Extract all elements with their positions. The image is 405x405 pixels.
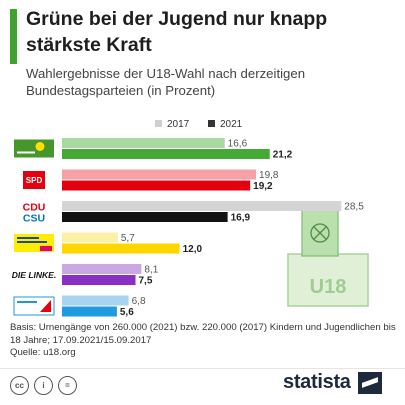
bar-2021-5: [62, 306, 117, 317]
spd-logo-icon: [23, 171, 45, 189]
greens-logo-icon: [14, 139, 54, 158]
value-label-2021-4: 7,5: [139, 276, 153, 287]
bar-2021-0: [62, 149, 270, 159]
footnote-source: Quelle: u18.org: [10, 347, 76, 359]
statista-wordmark: statista: [283, 371, 351, 393]
chart-title: Grüne bei der Jugend nur knapp stärkste …: [26, 8, 328, 56]
value-label-2017-3: 5,7: [121, 233, 135, 244]
bar-2017-0: [62, 138, 225, 148]
attribution-icon[interactable]: i: [34, 376, 53, 395]
statista-logo-icon: [357, 371, 382, 394]
bar-2017-4: [62, 264, 142, 274]
footnote: Basis: Urnengänge von 260.000 (2021) bzw…: [10, 322, 400, 360]
value-label-2021-2: 16,9: [231, 213, 251, 224]
fdp-logo-badge-icon: [40, 246, 52, 251]
footnote-basis: Basis: Urnengänge von 260.000 (2021) bzw…: [10, 322, 396, 346]
bar-2017-2: [62, 201, 342, 211]
ballot-check-circle-icon: [310, 223, 330, 243]
ballot-cross-icon: [313, 226, 327, 240]
value-label-2021-5: 5,6: [120, 307, 134, 318]
legend-label-2017: 2017: [167, 119, 190, 130]
afd-logo-arrow-icon: [40, 300, 51, 312]
bar-2017-3: [62, 232, 118, 243]
value-label-2021-1: 19,2: [253, 181, 273, 192]
csu-logo-text: CSU: [23, 213, 45, 225]
value-label-2021-0: 21,2: [273, 150, 293, 161]
title-accent-bar: [10, 9, 17, 64]
bar-2021-3: [62, 243, 180, 254]
greens-logo-text-icon: [17, 151, 35, 154]
chart-subtitle: Wahlergebnisse der U18-Wahl nach derzeit…: [26, 66, 306, 98]
fdp-logo-line2-icon: [17, 241, 47, 243]
creative-commons-icon[interactable]: cc: [10, 376, 29, 395]
statista-brand[interactable]: statista: [283, 371, 382, 394]
bar-2021-2: [62, 212, 228, 222]
bar-2021-4: [62, 275, 136, 285]
value-label-2017-0: 16,6: [228, 139, 248, 150]
footer-divider: [0, 368, 405, 369]
spd-logo-text: SPD: [26, 176, 43, 185]
license-icons: cc i =: [10, 376, 77, 395]
cdu-logo-text: CDU: [23, 202, 46, 214]
value-label-2021-3: 12,0: [183, 244, 203, 255]
legend-swatch-2021: [208, 120, 215, 127]
value-label-2017-4: 8,1: [144, 265, 158, 276]
value-label-2017-1: 19,8: [259, 170, 279, 181]
bar-2017-1: [62, 169, 257, 180]
greens-sunflower-icon: [35, 142, 45, 151]
no-derivatives-icon[interactable]: =: [58, 376, 77, 395]
bar-2017-5: [62, 295, 129, 306]
value-label-2017-2: 28,5: [344, 202, 364, 213]
ballot-box-label: U18: [310, 276, 347, 298]
bar-2021-1: [62, 180, 251, 191]
afd-logo-line-icon: [17, 301, 37, 303]
fdp-logo-line-icon: [17, 237, 39, 239]
legend-label-2021: 2021: [220, 119, 243, 130]
ballot-box-icon: [287, 253, 369, 307]
legend-swatch-2017: [155, 120, 162, 127]
value-label-2017-5: 6,8: [132, 296, 146, 307]
linke-logo-text: DIE LINKE.: [12, 270, 56, 280]
